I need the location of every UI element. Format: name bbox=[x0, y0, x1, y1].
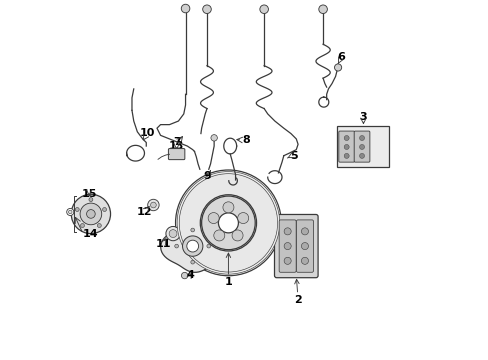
Text: 13: 13 bbox=[168, 141, 184, 151]
Circle shape bbox=[68, 210, 72, 214]
Circle shape bbox=[359, 144, 364, 149]
Circle shape bbox=[344, 144, 348, 149]
Circle shape bbox=[80, 203, 102, 225]
Text: 6: 6 bbox=[336, 52, 344, 62]
Text: 1: 1 bbox=[224, 253, 232, 287]
Circle shape bbox=[102, 207, 106, 211]
Circle shape bbox=[213, 230, 224, 241]
Circle shape bbox=[75, 207, 79, 211]
Circle shape bbox=[237, 212, 248, 224]
Circle shape bbox=[175, 170, 281, 276]
Polygon shape bbox=[161, 218, 223, 272]
Circle shape bbox=[301, 228, 308, 235]
Circle shape bbox=[177, 172, 279, 274]
Circle shape bbox=[71, 194, 110, 234]
Circle shape bbox=[81, 224, 84, 228]
Circle shape bbox=[344, 153, 348, 158]
Circle shape bbox=[147, 199, 159, 211]
Circle shape bbox=[190, 228, 194, 232]
Circle shape bbox=[301, 257, 308, 264]
Circle shape bbox=[181, 4, 189, 13]
Circle shape bbox=[284, 243, 290, 249]
Circle shape bbox=[86, 210, 95, 218]
Text: 5: 5 bbox=[289, 151, 297, 161]
Circle shape bbox=[174, 244, 178, 248]
Text: 11: 11 bbox=[155, 239, 170, 249]
FancyBboxPatch shape bbox=[168, 149, 184, 159]
Circle shape bbox=[200, 195, 256, 251]
Circle shape bbox=[301, 243, 308, 249]
FancyBboxPatch shape bbox=[353, 131, 369, 162]
Text: 12: 12 bbox=[137, 207, 152, 217]
Text: 10: 10 bbox=[140, 128, 155, 138]
Bar bbox=[337, 126, 388, 167]
Circle shape bbox=[359, 135, 364, 140]
Text: 7: 7 bbox=[172, 138, 180, 148]
Circle shape bbox=[318, 5, 326, 14]
Text: 9: 9 bbox=[203, 171, 211, 181]
Text: 3: 3 bbox=[359, 112, 366, 122]
Circle shape bbox=[201, 196, 255, 249]
Circle shape bbox=[179, 174, 277, 272]
Circle shape bbox=[210, 135, 217, 141]
Circle shape bbox=[169, 230, 177, 238]
Circle shape bbox=[218, 213, 238, 233]
Circle shape bbox=[232, 230, 243, 241]
Circle shape bbox=[182, 236, 203, 256]
FancyBboxPatch shape bbox=[279, 220, 296, 272]
Text: 14: 14 bbox=[82, 229, 98, 239]
Circle shape bbox=[284, 228, 290, 235]
FancyBboxPatch shape bbox=[296, 220, 313, 272]
Circle shape bbox=[284, 257, 290, 264]
FancyBboxPatch shape bbox=[338, 131, 354, 162]
Text: 2: 2 bbox=[294, 279, 302, 305]
Circle shape bbox=[359, 153, 364, 158]
Text: 4: 4 bbox=[186, 270, 194, 280]
Circle shape bbox=[66, 208, 74, 216]
Circle shape bbox=[190, 260, 194, 264]
Circle shape bbox=[97, 224, 101, 228]
Circle shape bbox=[165, 226, 180, 241]
Text: 8: 8 bbox=[242, 135, 250, 145]
Text: 15: 15 bbox=[81, 189, 97, 199]
Circle shape bbox=[203, 5, 211, 14]
Circle shape bbox=[186, 240, 198, 252]
Circle shape bbox=[181, 273, 187, 279]
Circle shape bbox=[223, 202, 233, 213]
Circle shape bbox=[89, 198, 93, 202]
Circle shape bbox=[208, 212, 219, 224]
Circle shape bbox=[344, 135, 348, 140]
Circle shape bbox=[150, 202, 156, 208]
Circle shape bbox=[259, 5, 268, 14]
Circle shape bbox=[206, 244, 210, 248]
Circle shape bbox=[334, 64, 341, 71]
FancyBboxPatch shape bbox=[274, 215, 317, 278]
